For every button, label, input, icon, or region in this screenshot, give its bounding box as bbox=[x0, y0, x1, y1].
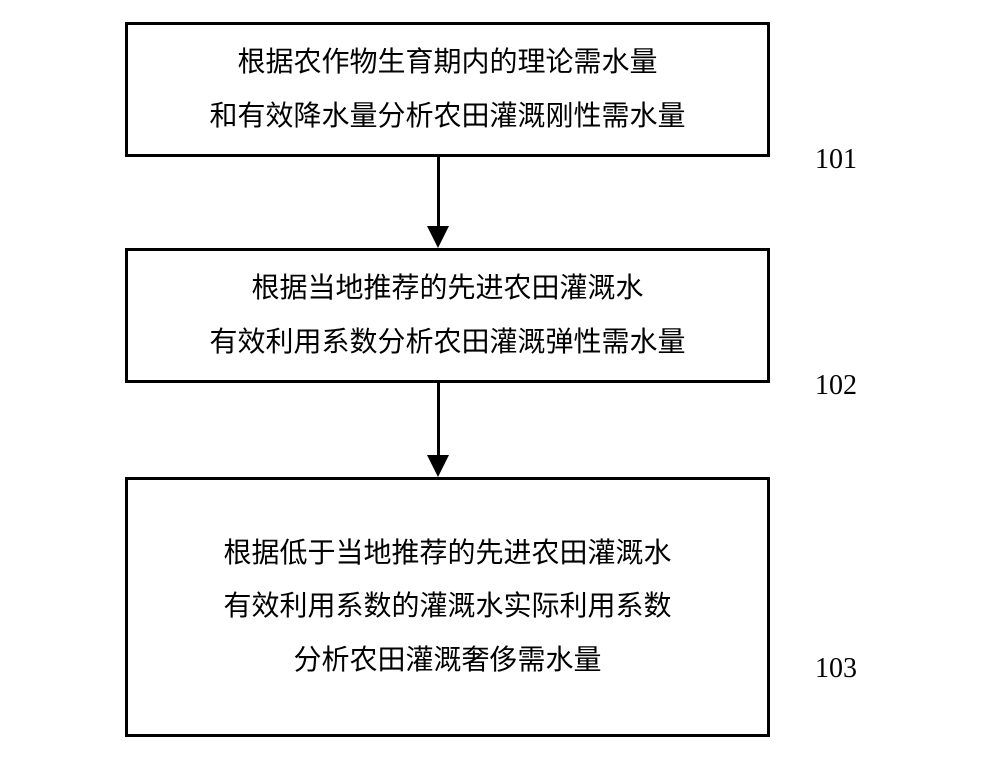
step-3-text-line-2: 有效利用系数的灌溉水实际利用系数 bbox=[223, 580, 671, 633]
step-3-label: 103 bbox=[815, 653, 857, 685]
step-2-text-line-2: 有效利用系数分析农田灌溉弹性需水量 bbox=[209, 316, 685, 369]
step-1-text-line-2: 和有效降水量分析农田灌溉刚性需水量 bbox=[209, 90, 685, 143]
step-3-text-line-3: 分析农田灌溉奢侈需水量 bbox=[293, 634, 601, 687]
flowchart-step-3: 根据低于当地推荐的先进农田灌溉水 有效利用系数的灌溉水实际利用系数 分析农田灌溉… bbox=[125, 477, 770, 737]
arrow-1-to-2-head bbox=[427, 226, 449, 248]
step-1-label: 101 bbox=[815, 144, 857, 176]
arrow-2-to-3-line bbox=[437, 383, 440, 455]
arrow-2-to-3-head bbox=[427, 455, 449, 477]
step-2-label: 102 bbox=[815, 370, 857, 402]
flowchart-step-2: 根据当地推荐的先进农田灌溉水 有效利用系数分析农田灌溉弹性需水量 bbox=[125, 248, 770, 383]
step-1-text-line-1: 根据农作物生育期内的理论需水量 bbox=[237, 36, 657, 89]
step-2-text-line-1: 根据当地推荐的先进农田灌溉水 bbox=[251, 262, 643, 315]
step-3-text-line-1: 根据低于当地推荐的先进农田灌溉水 bbox=[223, 527, 671, 580]
flowchart-step-1: 根据农作物生育期内的理论需水量 和有效降水量分析农田灌溉刚性需水量 bbox=[125, 22, 770, 157]
arrow-1-to-2-line bbox=[437, 157, 440, 226]
